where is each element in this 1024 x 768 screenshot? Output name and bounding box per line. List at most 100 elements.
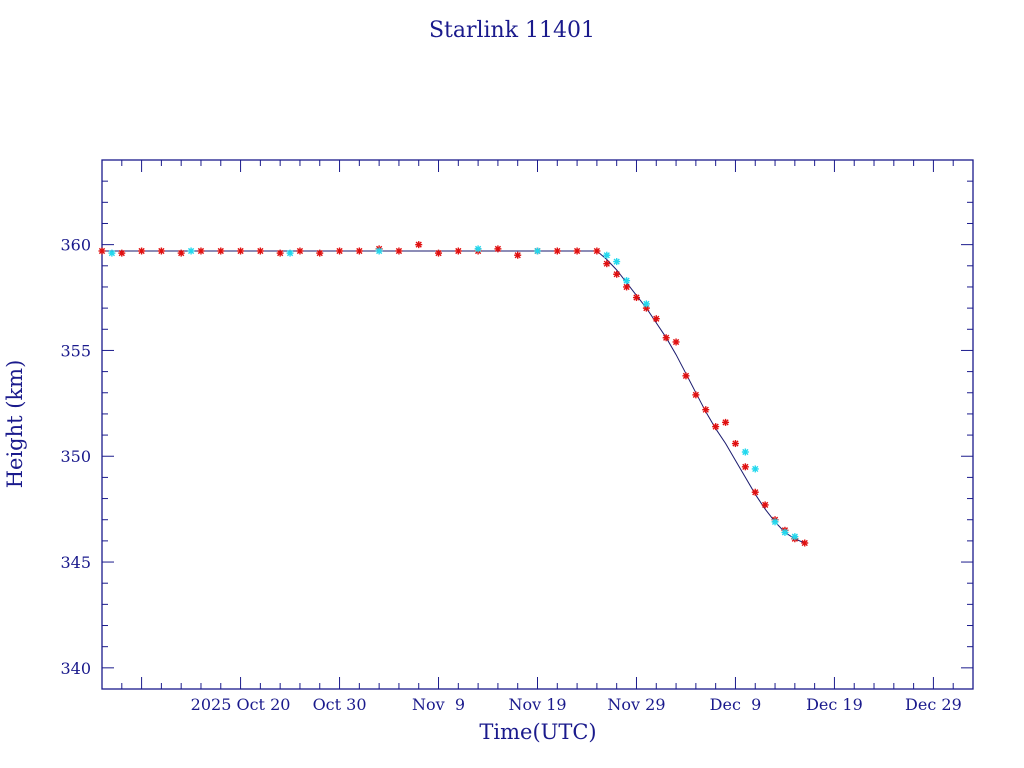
red-point-stroke — [613, 271, 620, 278]
red-point — [692, 391, 700, 399]
red-point-stroke — [752, 489, 759, 496]
red-point — [355, 247, 363, 255]
cyan-point-stroke — [781, 529, 789, 536]
cyan-point-stroke — [742, 448, 749, 456]
cyan-point-stroke — [286, 249, 294, 257]
red-point-stroke — [395, 247, 403, 255]
red-point-stroke — [633, 294, 640, 301]
x-tick-label: Dec 9 — [710, 695, 762, 714]
red-point — [276, 249, 284, 257]
data-points — [98, 241, 809, 547]
red-point — [603, 260, 611, 268]
y-tick-labels: 340 345 350 355 360 — [60, 236, 91, 678]
x-axis-label: Time(UTC) — [479, 720, 596, 744]
red-point-stroke — [158, 247, 165, 255]
red-point-stroke — [435, 249, 442, 257]
x-tick-label: Dec 19 — [806, 695, 863, 714]
red-point — [662, 334, 670, 342]
cyan-point — [623, 277, 631, 285]
red-point-stroke — [336, 247, 343, 255]
red-point-stroke — [692, 391, 699, 398]
cyan-point-stroke — [603, 252, 610, 259]
axis-ticks — [101, 159, 974, 690]
cyan-point-stroke — [643, 300, 650, 308]
cyan-point — [751, 465, 759, 473]
cyan-point — [108, 249, 116, 257]
red-point-stroke — [98, 247, 106, 255]
red-point — [138, 247, 146, 255]
red-point-stroke — [118, 249, 125, 257]
red-point-stroke — [494, 245, 502, 252]
x-tick-labels: 2025 Oct 20 Oct 30 Nov 9 Nov 19 Nov 29 Dec 9 D… — [191, 695, 962, 714]
red-point — [316, 249, 324, 257]
red-point-stroke — [663, 334, 670, 341]
red-point — [494, 245, 502, 253]
red-point-stroke — [593, 247, 601, 255]
red-point-stroke — [178, 249, 185, 257]
cyan-point — [781, 528, 789, 536]
cyan-point — [741, 448, 749, 456]
red-point-stroke — [257, 247, 264, 255]
x-tick-label: Nov 19 — [508, 695, 566, 714]
cyan-point-stroke — [623, 277, 630, 284]
red-point — [177, 249, 185, 257]
red-point — [454, 247, 462, 255]
red-point — [395, 247, 403, 255]
cyan-point-stroke — [771, 518, 779, 525]
y-tick-label: 355 — [60, 341, 91, 360]
red-point-stroke — [702, 406, 709, 413]
red-point — [712, 423, 720, 431]
cyan-point — [771, 518, 779, 526]
red-point — [197, 247, 205, 255]
red-point-stroke — [455, 247, 462, 255]
red-point — [682, 372, 690, 380]
red-point — [623, 283, 631, 291]
y-axis-label: Height (km) — [3, 360, 27, 489]
red-point — [632, 294, 640, 302]
red-point — [157, 247, 165, 255]
cyan-point-stroke — [613, 258, 620, 265]
red-point — [118, 249, 126, 257]
red-point-stroke — [415, 241, 422, 248]
red-point — [336, 247, 344, 255]
red-point — [573, 247, 581, 255]
red-point — [751, 488, 759, 496]
cyan-point — [286, 249, 294, 257]
plot-frame — [101, 159, 974, 690]
red-point-stroke — [653, 315, 660, 322]
red-point-stroke — [217, 247, 224, 255]
red-point-stroke — [554, 247, 561, 255]
cyan-point — [613, 258, 621, 266]
red-point-stroke — [732, 440, 739, 447]
red-point-stroke — [296, 247, 304, 255]
red-point-stroke — [356, 247, 363, 255]
x-tick-label: Nov 29 — [607, 695, 665, 714]
y-tick-label: 345 — [60, 553, 91, 572]
red-point-stroke — [722, 419, 729, 426]
cyan-point — [642, 300, 650, 308]
y-tick-label: 350 — [60, 447, 91, 466]
cyan-point-stroke — [534, 247, 541, 255]
red-point — [801, 539, 809, 547]
x-tick-label: Dec 29 — [905, 695, 962, 714]
red-point-stroke — [603, 260, 610, 267]
red-point-stroke — [762, 501, 769, 509]
red-point — [415, 241, 423, 249]
red-point — [296, 247, 304, 255]
x-tick-label: 2025 Oct 20 — [191, 695, 291, 714]
red-point-stroke — [801, 539, 808, 547]
red-point — [593, 247, 601, 255]
cyan-point-stroke — [187, 247, 195, 255]
red-point-stroke — [712, 423, 719, 430]
cyan-point-stroke — [108, 249, 116, 257]
red-point — [672, 338, 680, 346]
cyan-point-stroke — [752, 465, 759, 473]
red-point — [514, 251, 522, 259]
red-point — [98, 247, 106, 255]
chart-title: Starlink 11401 — [429, 18, 595, 43]
cyan-point-stroke — [376, 247, 383, 255]
red-point — [741, 463, 749, 471]
red-point — [652, 315, 660, 323]
red-point — [256, 247, 264, 255]
red-point-stroke — [573, 247, 581, 255]
